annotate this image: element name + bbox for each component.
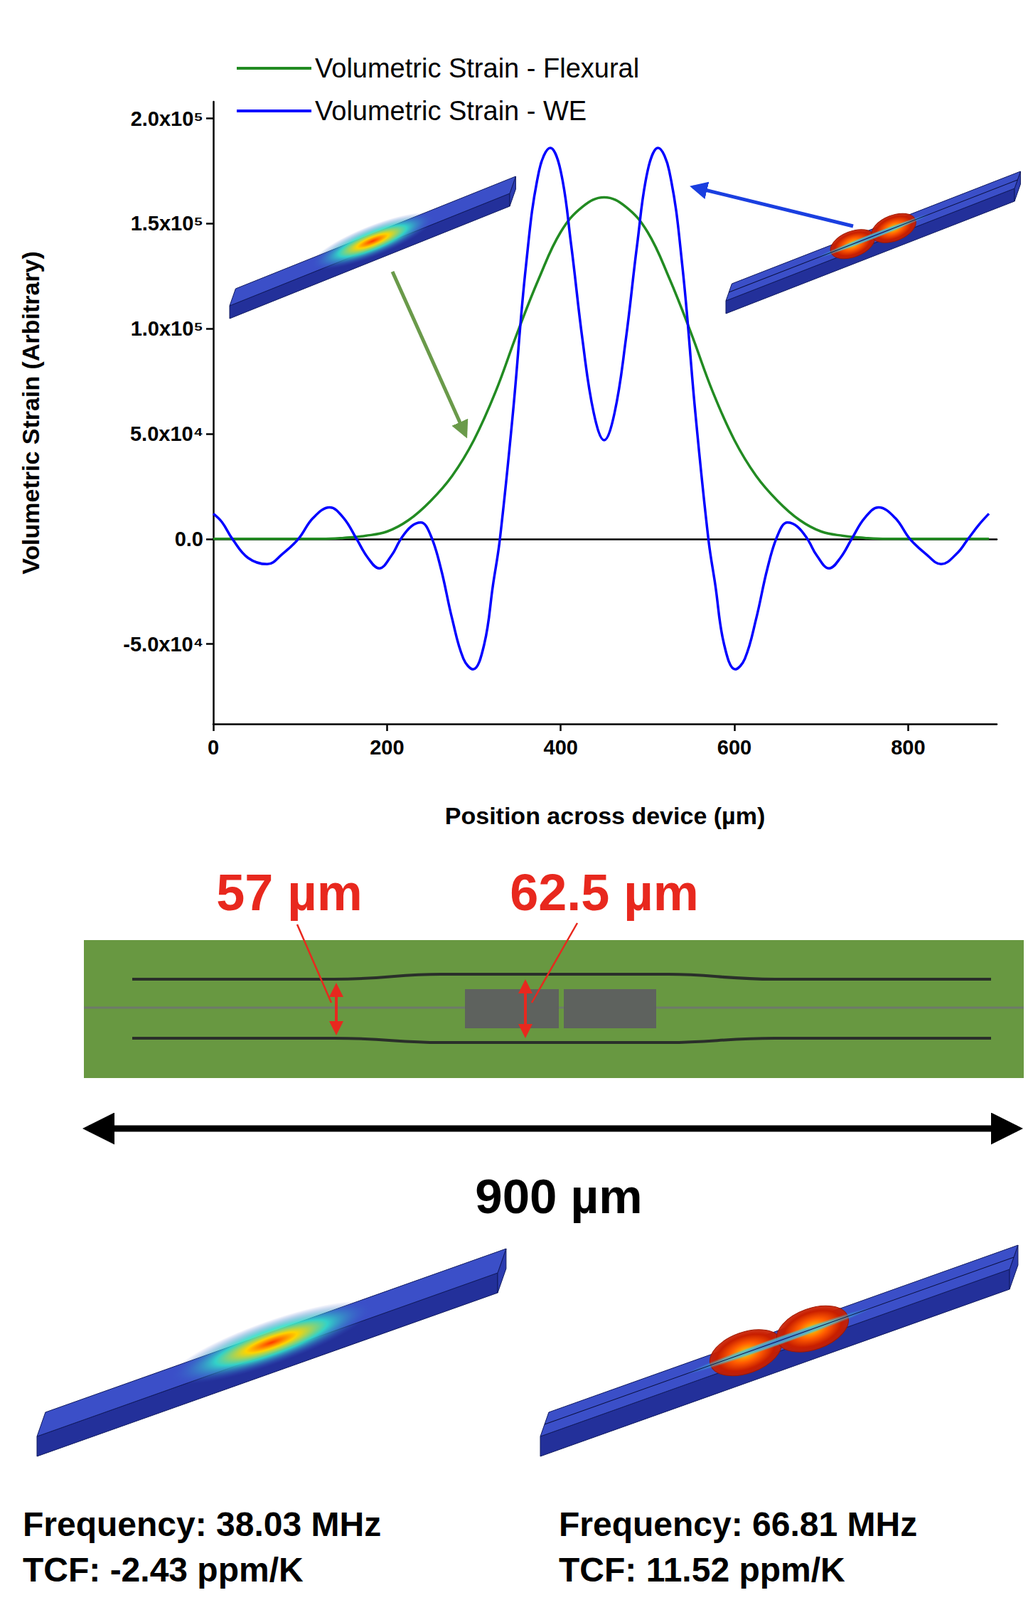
svg-text:Volumetric Strain - Flexural: Volumetric Strain - Flexural bbox=[314, 53, 640, 84]
svg-text:Volumetric Strain (Arbitrary): Volumetric Strain (Arbitrary) bbox=[17, 250, 45, 575]
svg-text:Position across device (µm): Position across device (µm) bbox=[445, 801, 765, 829]
svg-text:400: 400 bbox=[543, 735, 578, 759]
svg-text:57 µm: 57 µm bbox=[216, 863, 363, 921]
svg-text:2.0x10⁵: 2.0x10⁵ bbox=[130, 107, 204, 131]
svg-text:1.5x10⁵: 1.5x10⁵ bbox=[130, 211, 204, 235]
svg-text:-5.0x10⁴: -5.0x10⁴ bbox=[122, 632, 204, 656]
svg-text:600: 600 bbox=[717, 735, 752, 759]
svg-text:1.0x10⁵: 1.0x10⁵ bbox=[130, 317, 204, 340]
svg-text:0: 0 bbox=[207, 735, 219, 759]
svg-text:Frequency: 38.03 MHz: Frequency: 38.03 MHz bbox=[22, 1505, 382, 1543]
svg-text:Volumetric Strain - WE: Volumetric Strain - WE bbox=[314, 95, 587, 126]
svg-text:TCF: 11.52 ppm/K: TCF: 11.52 ppm/K bbox=[558, 1550, 846, 1589]
svg-text:TCF: -2.43 ppm/K: TCF: -2.43 ppm/K bbox=[22, 1550, 304, 1589]
svg-text:800: 800 bbox=[890, 735, 925, 759]
svg-text:62.5 µm: 62.5 µm bbox=[509, 863, 699, 921]
svg-text:900 µm: 900 µm bbox=[474, 1168, 642, 1224]
svg-text:Frequency: 66.81 MHz: Frequency: 66.81 MHz bbox=[558, 1505, 918, 1543]
svg-text:200: 200 bbox=[369, 735, 404, 759]
svg-text:5.0x10⁴: 5.0x10⁴ bbox=[130, 422, 204, 446]
svg-text:0.0: 0.0 bbox=[174, 527, 204, 551]
